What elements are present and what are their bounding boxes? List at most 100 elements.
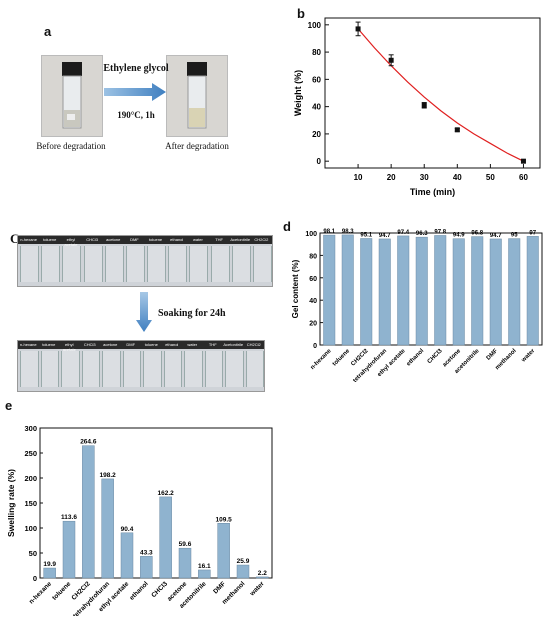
bar-value-label: 97	[529, 230, 536, 236]
bar	[378, 238, 391, 346]
vial-before-photo	[41, 55, 103, 137]
bar	[101, 478, 114, 579]
bar	[434, 235, 447, 346]
bar	[341, 234, 354, 346]
y-tick-label: 80	[312, 48, 321, 57]
condition-label: 190°C, 1h	[117, 110, 155, 120]
after-label: After degradation	[165, 141, 229, 151]
bar-value-label: 198.2	[100, 472, 117, 479]
panel-c-letter: C	[10, 231, 20, 246]
y-tick-label: 150	[24, 499, 37, 508]
panel-d-letter: d	[283, 219, 291, 234]
y-tick-label: 60	[312, 75, 321, 84]
bar-value-label: 96.8	[471, 231, 483, 237]
x-tick-label: water	[520, 348, 537, 365]
top-vial-icon	[83, 246, 103, 282]
bottom-solvent-label: water	[187, 342, 198, 347]
weight-time-chart: 10 20 30 40 50 60 0 20 40 60 80 100 Time (min) Weight…	[293, 17, 541, 197]
solvent-vials-before-photo: n-hexane toluene ethyl acetate CHCl3 acetone…	[17, 235, 273, 287]
y-tick-label: 50	[29, 549, 37, 558]
bar	[526, 236, 539, 346]
y-tick-label: 80	[309, 253, 317, 260]
y-tick-label: 300	[24, 424, 37, 433]
y-axis-label: Weight (%)	[293, 70, 303, 116]
bar	[62, 520, 76, 579]
bottom-solvent-label: acetone	[103, 342, 118, 347]
swelling-rate-chart: 0 50 100 150 200 250 300 Swelling rate (%) 19.9 n…	[6, 424, 273, 616]
fit-curve	[357, 28, 524, 162]
top-solvent-label: CH2Cl2	[254, 237, 269, 242]
top-solvent-label: toluene	[43, 237, 57, 242]
bar-value-label: 94.7	[379, 233, 391, 239]
y-tick-label: 100	[24, 524, 37, 533]
top-solvent-label: CHCl3	[86, 237, 98, 242]
bottom-vial-icon	[40, 351, 59, 387]
bottom-vial-icon	[204, 351, 223, 387]
x-tick-label: 50	[486, 173, 495, 182]
bar-value-label: 96.3	[416, 231, 428, 237]
x-tick-label: n-hexane	[310, 348, 333, 371]
bottom-solvent-label: ethanol	[165, 342, 179, 347]
bar-value-label: 97.8	[434, 229, 446, 235]
bottom-vial-icon	[102, 351, 121, 387]
bottom-vial-icon	[61, 351, 80, 387]
bottom-solvent-label: toluene	[144, 342, 158, 347]
x-tick-label: CHCl3	[427, 348, 444, 365]
y-tick-label: 200	[24, 474, 37, 483]
bar-value-label: 98.1	[323, 229, 335, 235]
before-label: Before degradation	[36, 141, 106, 151]
top-vial-icon	[210, 246, 230, 282]
top-solvent-label: Acetonitrile	[230, 237, 251, 242]
bar-value-label: 162.2	[158, 490, 175, 497]
bar	[415, 236, 428, 346]
degradation-arrow-icon	[104, 83, 166, 101]
y-tick-label: 100	[308, 21, 322, 30]
bar	[140, 556, 153, 579]
y-tick-label: 60	[309, 276, 317, 283]
bottom-solvent-label: CHCl3	[83, 342, 96, 347]
y-axis-label: Gel content (%)	[291, 259, 300, 318]
top-vial-icon	[147, 246, 167, 282]
x-tick-label: toluene	[332, 348, 352, 368]
top-solvent-label: n-hexane	[20, 237, 37, 242]
top-solvent-label: water	[193, 237, 203, 242]
plot-frame	[319, 232, 543, 346]
bar	[323, 234, 336, 346]
gel-content-chart: 0 20 40 60 80 100 Gel content (%) 98.1 n-hexane 9…	[291, 229, 543, 384]
y-tick-label: 0	[317, 157, 322, 166]
y-tick-label: 250	[24, 449, 37, 458]
plot-frame	[324, 17, 541, 169]
x-tick-label: toluene	[51, 580, 73, 602]
bar	[256, 576, 269, 579]
x-tick-label: ethanol	[128, 580, 149, 601]
top-vial-icon	[41, 246, 61, 282]
bar	[198, 569, 211, 579]
top-vial-icon	[252, 246, 272, 282]
bar-value-label: 2.2	[258, 570, 267, 577]
bar-value-label: 109.5	[216, 516, 233, 523]
bottom-vial-icon	[225, 351, 244, 387]
bottom-solvent-label: CH2Cl2	[246, 342, 261, 347]
bar	[360, 238, 373, 346]
top-vial-icon	[168, 246, 188, 282]
top-solvent-label: ethyl acetate	[64, 237, 78, 247]
panel-e-letter: e	[5, 398, 13, 413]
y-tick-label: 0	[313, 343, 317, 350]
bar-value-label: 19.9	[43, 561, 56, 568]
y-tick-label: 40	[309, 298, 317, 305]
bar	[43, 567, 56, 579]
data-point	[454, 127, 460, 133]
bar-value-label: 97.4	[397, 230, 409, 236]
bar	[489, 238, 502, 346]
top-vial-icon	[104, 246, 124, 282]
bar-value-label: 25.9	[237, 558, 250, 565]
bottom-vial-icon	[20, 351, 39, 387]
soaking-arrow-icon	[136, 292, 152, 332]
x-tick-label: DMF	[486, 348, 500, 362]
x-tick-label: tetrahydrofuran	[352, 348, 388, 384]
x-tick-label: DMF	[212, 580, 227, 595]
bar-value-label: 90.4	[121, 526, 134, 533]
top-vial-icon	[125, 246, 145, 282]
top-solvent-label: ethanol	[170, 237, 184, 242]
bar	[178, 547, 192, 579]
